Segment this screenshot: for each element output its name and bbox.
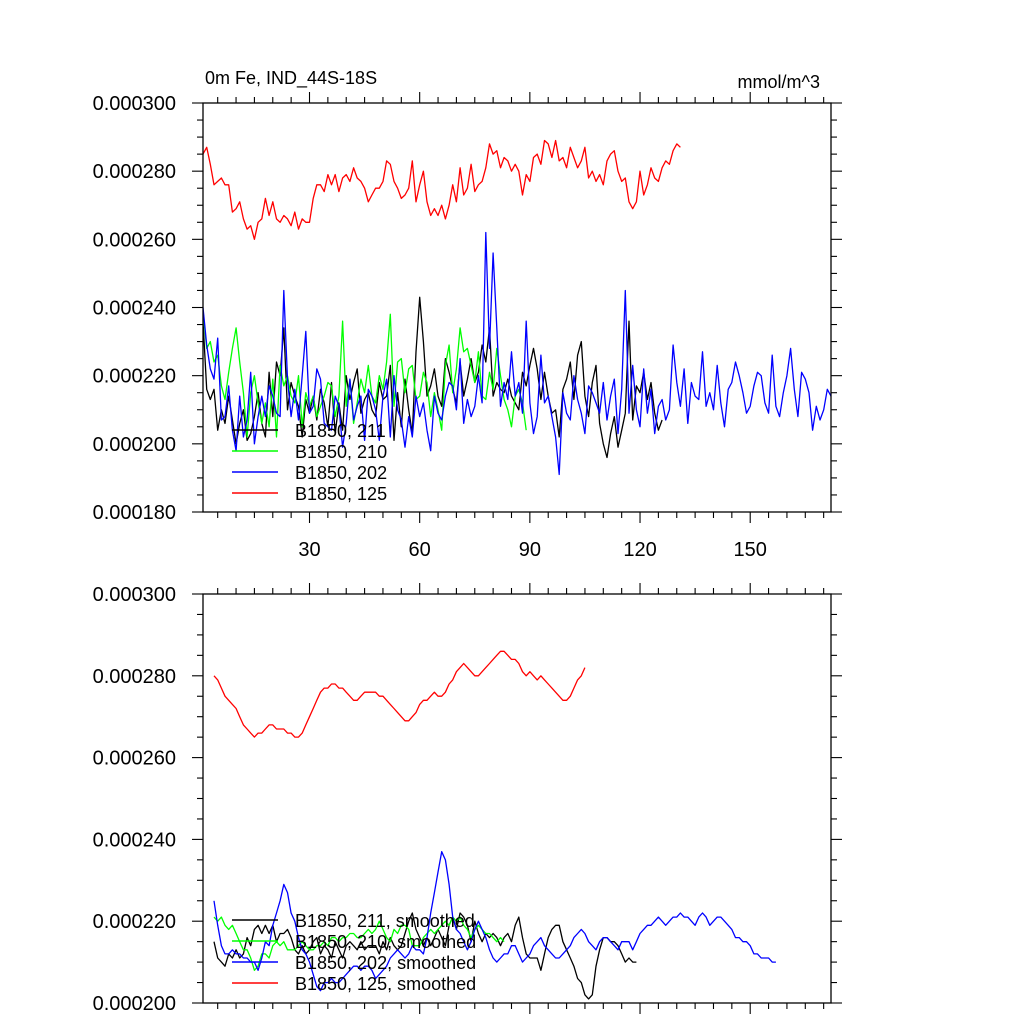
legend-label: B1850, 202 [295,463,387,483]
y-tick-label: 0.000180 [93,502,176,524]
series-line-3 [213,650,586,738]
y-tick-label: 0.000220 [93,911,176,933]
legend-label: B1850, 211, smoothed [295,911,475,931]
x-tick-label: 120 [623,539,656,561]
y-tick-label: 0.000280 [93,666,176,688]
axis-ticks [192,92,842,523]
x-tick-label: 30 [298,539,320,561]
series-line-2 [213,851,776,992]
x-tick-label: 150 [734,539,767,561]
legend-label: B1850, 210, smoothed [295,932,476,952]
y-tick-label: 0.000240 [93,298,176,320]
x-tick-label: 60 [409,539,431,561]
y-tick-label: 0.000240 [93,829,176,851]
bottom-panel: 0.000200 0.000220 0.000240 0.000260 0.000280… [93,583,842,1015]
chart-units: mmol/m^3 [738,72,820,92]
y-tick-label: 0.000260 [93,229,176,251]
legend-label: B1850, 125 [295,484,387,504]
series-line-0 [213,912,637,1000]
series-line-0 [203,296,663,459]
legend-label: B1850, 125, smoothed [295,974,476,994]
axis-ticks [192,583,842,1014]
series-line-2 [203,231,831,476]
legend-label: B1850, 202, smoothed [295,953,476,973]
x-tick-label: 90 [519,539,541,561]
chart-title: 0m Fe, IND_44S-18S [205,68,377,89]
series-line-3 [203,139,681,240]
series-lines [213,650,776,1000]
y-tick-label: 0.000280 [93,161,176,183]
y-tick-label: 0.000200 [93,993,176,1015]
y-tick-label: 0.000260 [93,748,176,770]
y-tick-label: 0.000300 [93,584,176,606]
y-tick-label: 0.000300 [93,93,176,115]
y-tick-label: 0.000200 [93,434,176,456]
legend-label: B1850, 210 [295,442,387,462]
legend-label: B1850, 211 [295,421,386,441]
series-line-1 [203,310,527,438]
series-lines [203,139,831,476]
y-tick-label: 0.000220 [93,366,176,388]
top-panel: 0.000180 0.000200 0.000220 0.000240 0.000260… [93,68,842,561]
